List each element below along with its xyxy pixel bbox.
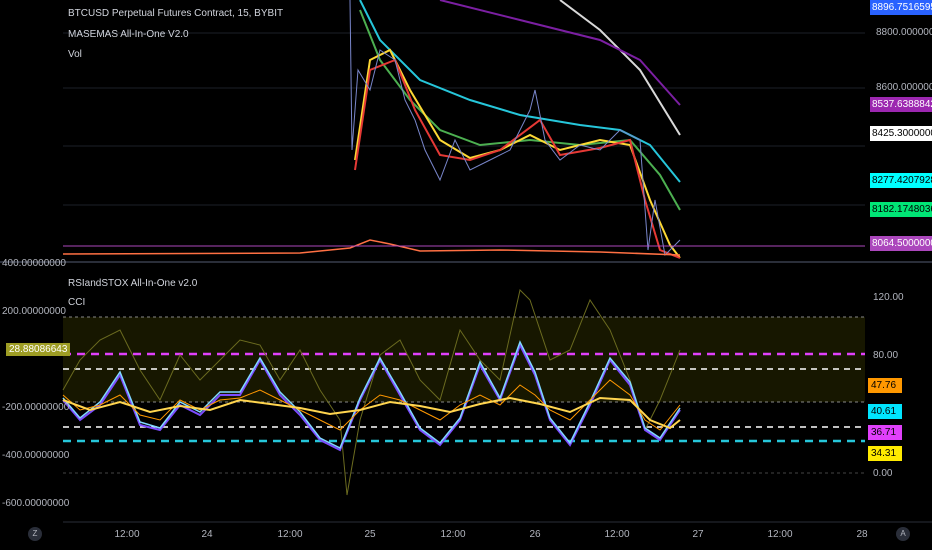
oscillator-lines bbox=[62, 289, 681, 496]
left-axis-400: 400.00000000 bbox=[2, 258, 66, 269]
price-axis-8800: 8800.00000000 bbox=[876, 27, 932, 38]
cci-line bbox=[62, 289, 681, 496]
price-tag-current: 8064.50000000 bbox=[870, 236, 932, 251]
ma-lines bbox=[62, 0, 865, 259]
time-label: 24 bbox=[201, 529, 213, 540]
time-label: 12:00 bbox=[767, 529, 793, 540]
white-ma-line bbox=[559, 0, 681, 136]
yellow-ma-line bbox=[354, 48, 681, 259]
overbought-zone bbox=[63, 317, 865, 402]
volume-line bbox=[62, 239, 681, 256]
time-label: 28 bbox=[856, 529, 868, 540]
price-tag-purple: 8537.63888423 bbox=[870, 97, 932, 112]
ma-indicator-label[interactable]: MASEMAS All-In-One V2.0 bbox=[68, 29, 189, 40]
price-line bbox=[349, 0, 681, 257]
stoch-cyan-tag: 40.61 bbox=[868, 404, 902, 419]
zoom-button[interactable]: Z bbox=[28, 527, 42, 541]
cci-indicator-label[interactable]: CCI bbox=[68, 297, 86, 308]
right-axis-80: 80.00 bbox=[873, 350, 899, 361]
time-label: 12:00 bbox=[277, 529, 303, 540]
volume-indicator-label[interactable]: Vol bbox=[68, 49, 82, 60]
green-ma-line bbox=[359, 9, 681, 211]
right-axis-0: 0.00 bbox=[873, 468, 893, 479]
stoch-magenta-tag: 36.71 bbox=[868, 425, 902, 440]
price-axis-8600: 8600.00000000 bbox=[876, 82, 932, 93]
stoch-blue-line bbox=[62, 342, 681, 452]
time-label: 25 bbox=[364, 529, 376, 540]
rsi-orange-tag: 47.76 bbox=[868, 378, 902, 393]
left-axis-minus200: -200.00000000 bbox=[2, 402, 70, 413]
stoch-cyan-line bbox=[62, 340, 681, 450]
time-label: 26 bbox=[529, 529, 541, 540]
right-axis-120: 120.00 bbox=[873, 292, 904, 303]
time-label: 27 bbox=[692, 529, 704, 540]
left-axis-minus400: -400.00000000 bbox=[2, 450, 70, 461]
left-axis-minus600: -600.00000000 bbox=[2, 498, 70, 509]
time-label: 12:00 bbox=[440, 529, 466, 540]
price-tag-top: 8896.75165956 bbox=[870, 0, 932, 15]
price-tag-white: 8425.30000000 bbox=[870, 126, 932, 141]
symbol-title[interactable]: BTCUSD Perpetual Futures Contract, 15, B… bbox=[68, 8, 284, 19]
rsi-yellow-tag: 34.31 bbox=[868, 446, 902, 461]
red-ma-line bbox=[354, 58, 681, 259]
rsi-yellow-line bbox=[62, 396, 681, 430]
auto-scale-button[interactable]: A bbox=[896, 527, 910, 541]
left-axis-200: 200.00000000 bbox=[2, 306, 66, 317]
price-tag-cyan: 8277.42079283 bbox=[870, 173, 932, 188]
time-label: 12:00 bbox=[604, 529, 630, 540]
upper-grid bbox=[63, 32, 865, 206]
price-tag-green: 8182.17480367 bbox=[870, 202, 932, 217]
cci-value-tag: 28.88086643 bbox=[6, 343, 71, 356]
purple-ma-line bbox=[439, 0, 681, 106]
time-label: 12:00 bbox=[114, 529, 140, 540]
rsi-indicator-label[interactable]: RSIandSTOX All-In-One v2.0 bbox=[68, 278, 198, 289]
